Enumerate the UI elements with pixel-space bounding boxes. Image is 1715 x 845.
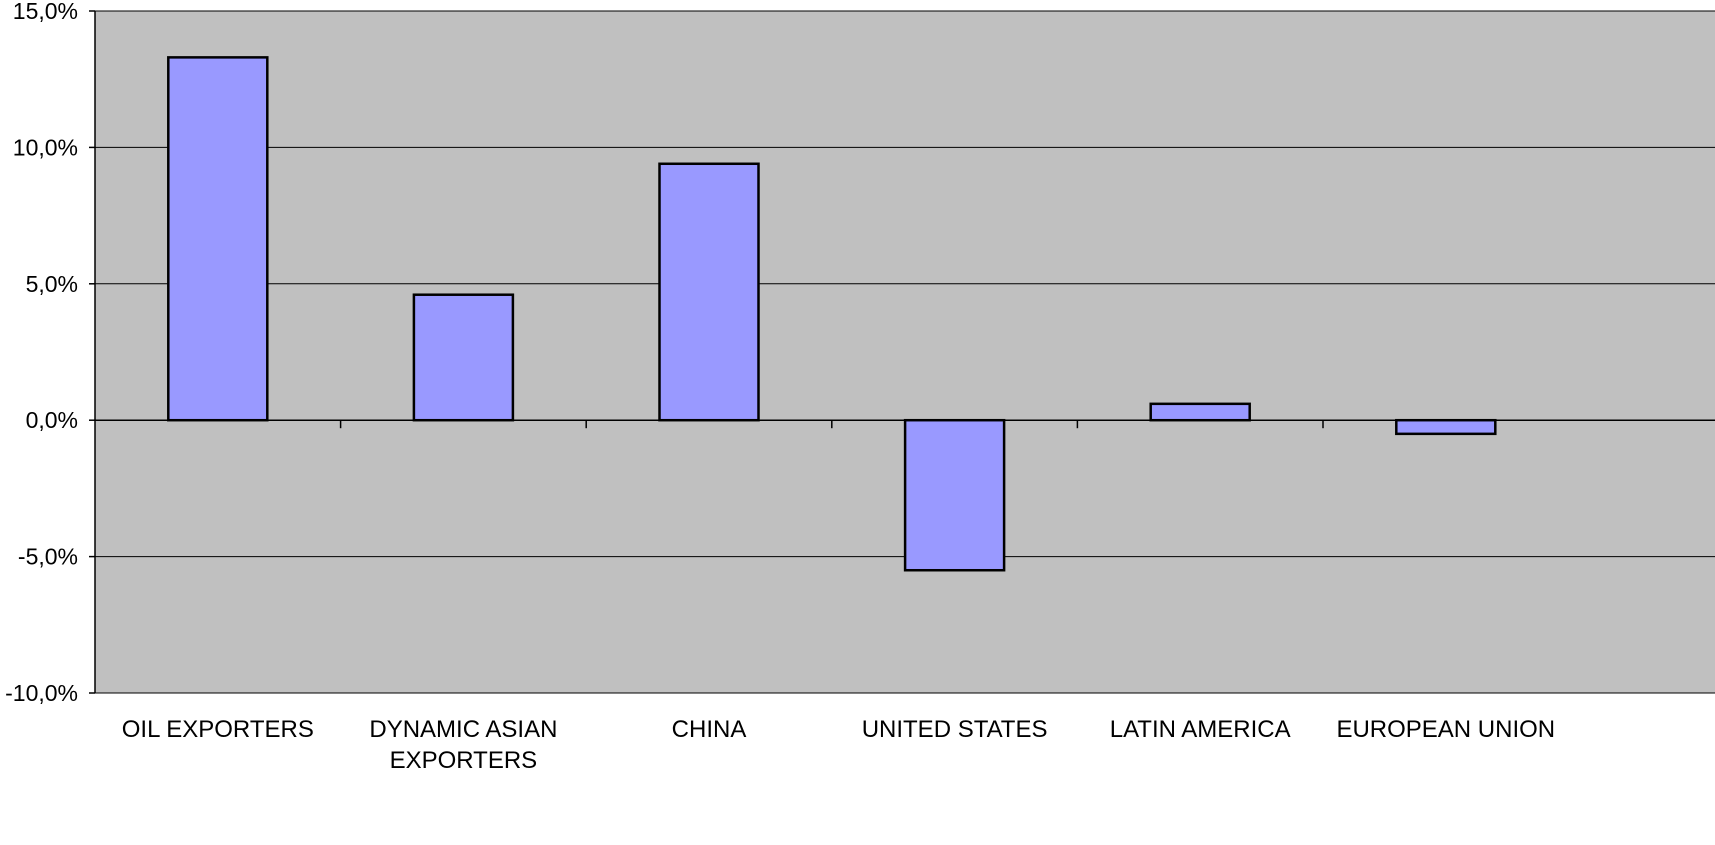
category-label: LATIN AMERICA	[1110, 716, 1291, 743]
bar-1	[412, 293, 515, 422]
bar-4	[1149, 402, 1251, 422]
x-category-labels: OIL EXPORTERS DYNAMIC ASIAN EXPORTERS CHINA…	[122, 716, 1555, 774]
y-tick-labels: 15,0% 10,0% 5,0% 0,0% -5,0% -10,0%	[5, 0, 78, 706]
bar-0	[167, 56, 269, 422]
category-label: EUROPEAN UNION	[1336, 716, 1555, 743]
y-tick-label: 10,0%	[13, 134, 78, 160]
bar-2	[658, 162, 760, 422]
y-tick-label: 15,0%	[13, 0, 78, 24]
y-tick-label: 0,0%	[26, 407, 78, 433]
category-label: OIL EXPORTERS	[122, 716, 314, 743]
y-tick-label: -5,0%	[18, 544, 78, 570]
axes	[89, 10, 1715, 694]
category-label: UNITED STATES	[862, 716, 1048, 743]
plot-area	[95, 11, 1715, 693]
y-tick-label: -10,0%	[5, 680, 78, 706]
category-label: CHINA	[672, 716, 747, 743]
category-label: EXPORTERS	[390, 747, 538, 774]
bar-5	[1395, 418, 1497, 436]
y-tick-label: 5,0%	[26, 271, 78, 297]
bar-3	[903, 418, 1006, 572]
category-label: DYNAMIC ASIAN	[369, 716, 557, 743]
